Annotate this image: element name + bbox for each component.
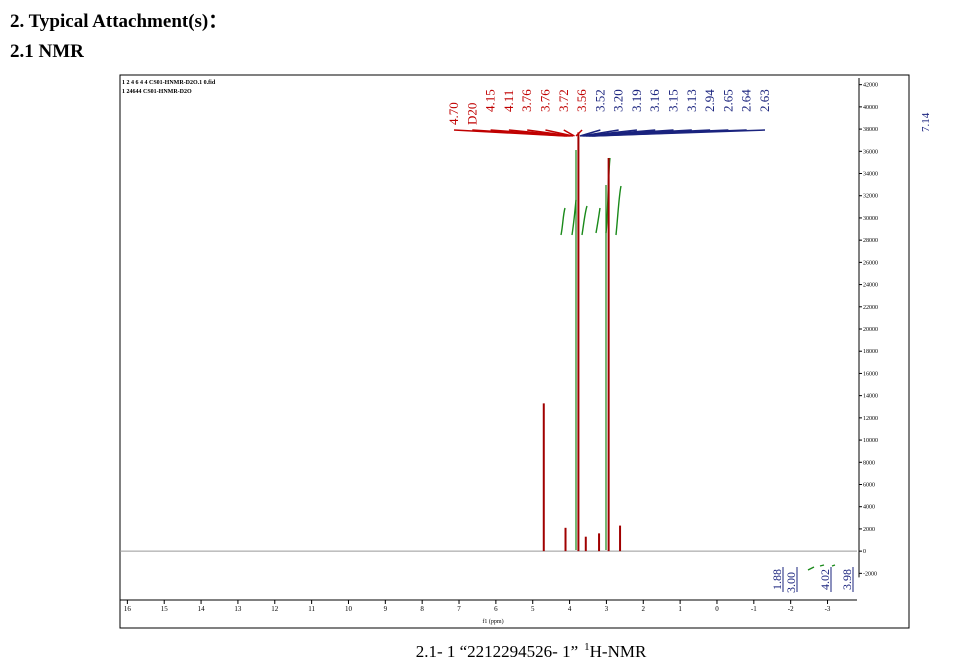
y-tick-label: 12000: [863, 416, 878, 422]
y-tick-label: 30000: [863, 216, 878, 222]
y-tick-label: 32000: [863, 194, 878, 200]
peak-label: 3.76: [537, 89, 552, 112]
x-tick-label: 12: [271, 605, 279, 613]
caption-text: 2.1- 1 “2212294526- 1”: [416, 642, 578, 661]
x-axis-label: f1 (ppm): [482, 618, 503, 625]
peak-connector: [575, 129, 583, 137]
caption-text: H-NMR: [590, 642, 647, 661]
peak-label: 3.52: [592, 89, 607, 112]
peak-label: 2.65: [720, 89, 735, 112]
y-tick-label: 4000: [863, 505, 875, 511]
side-label: 7.14: [920, 112, 932, 132]
y-tick-label: 8000: [863, 460, 875, 466]
peak-connector: [545, 129, 574, 137]
y-tick-label: 24000: [863, 283, 878, 289]
y-tick-label: 28000: [863, 238, 878, 244]
integral-label: 3.00: [784, 572, 798, 593]
y-tick-label: 36000: [863, 149, 878, 155]
peak-label: 4.11: [501, 90, 516, 112]
x-tick-label: 13: [234, 605, 242, 613]
x-tick-label: 4: [568, 605, 572, 613]
caption: 2.1- 1 “2212294526- 1” 1H-NMR: [416, 641, 647, 661]
peak-connector: [527, 129, 572, 137]
y-tick-label: 0: [863, 549, 866, 555]
y-tick-label: 14000: [863, 394, 878, 400]
y-tick-label: 18000: [863, 349, 878, 355]
y-tick-label: 40000: [863, 105, 878, 111]
peak-label: 3.15: [666, 89, 681, 112]
x-tick-label: 10: [345, 605, 353, 613]
y-tick-label: 10000: [863, 438, 878, 444]
y-tick-label: 42000: [863, 83, 878, 89]
peak-label: 4.15: [483, 89, 498, 112]
y-tick-label: 16000: [863, 371, 878, 377]
x-tick-label: 5: [531, 605, 535, 613]
y-tick-label: 6000: [863, 482, 875, 488]
x-tick-label: 15: [161, 605, 169, 613]
x-tick-label: 7: [457, 605, 461, 613]
integral-curves: [560, 150, 836, 571]
peak-connector: [593, 129, 766, 137]
peak-connector: [563, 129, 575, 137]
peak-label: 3.76: [519, 89, 534, 112]
peak-label: 2.94: [702, 89, 717, 112]
x-tick-label: 9: [384, 605, 388, 613]
y-tick-label: 34000: [863, 172, 878, 178]
y-tick-label: 2000: [863, 527, 875, 533]
integral-label: 1.88: [770, 569, 784, 590]
y-tick-label: 38000: [863, 127, 878, 133]
peak-label: 3.56: [574, 89, 589, 112]
heading: 2. Typical Attachment(s)：: [10, 11, 228, 32]
x-tick-label: -3: [825, 605, 831, 613]
integral-label: 4.02: [818, 569, 832, 590]
peak-label: 3.16: [647, 89, 662, 112]
peak-label: D20: [464, 103, 479, 125]
file-line: 1 24644 CS01-HNMR-D2O: [122, 89, 192, 95]
peak-label: 2.63: [757, 89, 772, 112]
peak-label: 3.19: [629, 89, 644, 112]
x-tick-label: 6: [494, 605, 498, 613]
x-tick-label: 11: [308, 605, 315, 613]
y-tick-label: 26000: [863, 260, 878, 266]
y-tick-label: 20000: [863, 327, 878, 333]
x-tick-label: 14: [198, 605, 206, 613]
x-tick-label: 1: [678, 605, 682, 613]
x-tick-label: -2: [788, 605, 794, 613]
x-tick-label: 2: [642, 605, 646, 613]
y-tick-label: 22000: [863, 305, 878, 311]
x-tick-label: 16: [124, 605, 132, 613]
integral-label: 3.98: [840, 569, 854, 590]
frame: [119, 74, 910, 629]
peak-label: 3.13: [684, 89, 699, 112]
subheading: 2.1 NMR: [10, 41, 84, 62]
x-tick-label: -1: [751, 605, 757, 613]
peak-label: 2.64: [739, 89, 754, 112]
file-line: 1 2 4 6 4 4 CS01-HNMR-D2O.1 0.fid: [122, 80, 216, 86]
peak-label: 3.72: [556, 89, 571, 112]
x-tick-label: 3: [605, 605, 609, 613]
peak-label: 4.70: [446, 102, 461, 125]
peak-label: 3.20: [611, 89, 626, 112]
x-tick-label: 0: [715, 605, 719, 613]
x-tick-label: 8: [420, 605, 424, 613]
caption-sup: 1: [584, 641, 590, 653]
y-tick-label: -2000: [863, 571, 877, 577]
